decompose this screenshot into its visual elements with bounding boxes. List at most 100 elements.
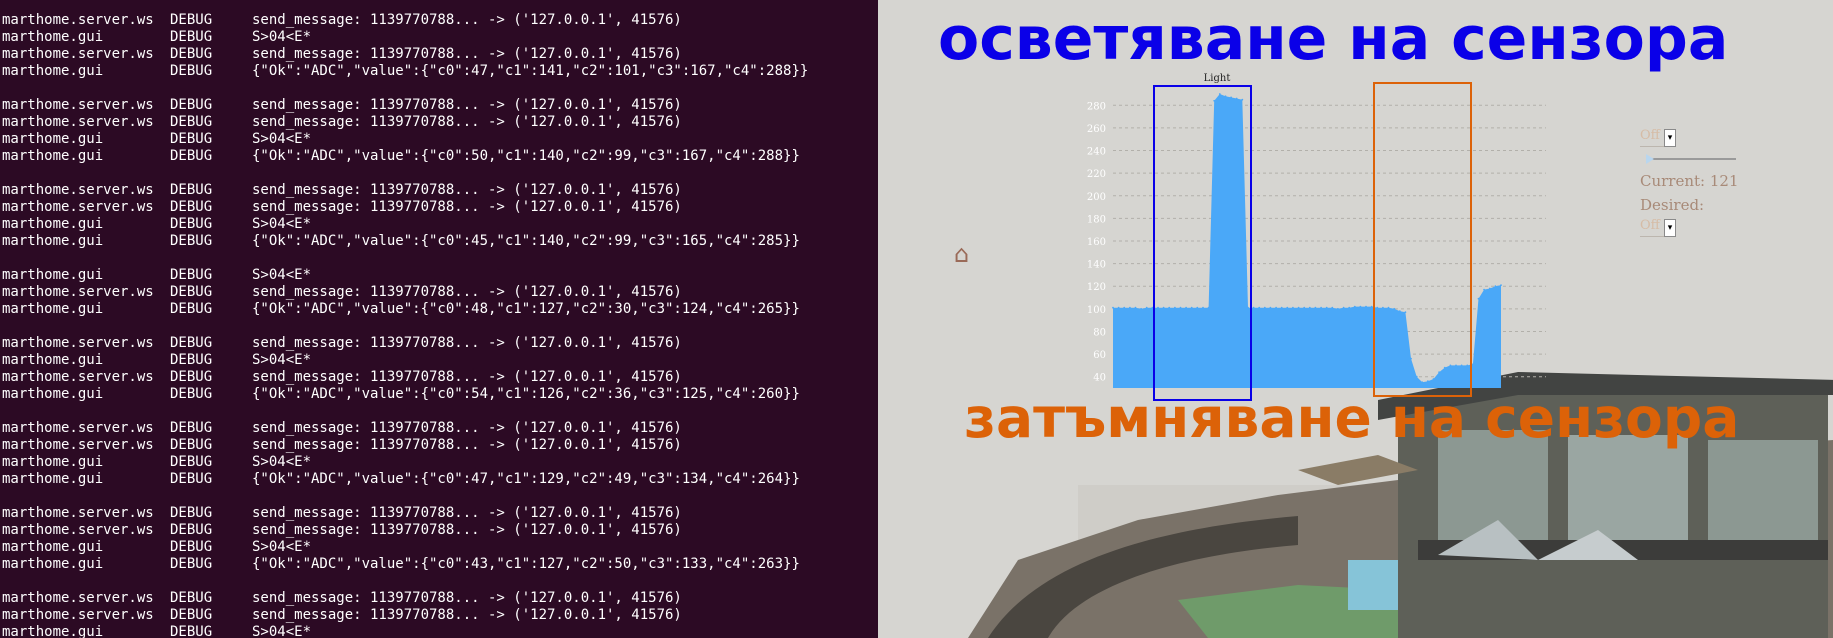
y-tick-label: 140 xyxy=(1087,260,1106,271)
y-tick-label: 60 xyxy=(1093,350,1106,361)
data-point xyxy=(1123,306,1126,309)
log-source: marthome.server.ws xyxy=(2,522,154,538)
data-point xyxy=(1129,306,1131,309)
data-point xyxy=(1325,306,1328,309)
log-level: DEBUG xyxy=(170,437,213,453)
annotation-illuminate-sensor: осветяване на сензора xyxy=(938,4,1729,74)
log-level: DEBUG xyxy=(170,522,213,538)
data-point xyxy=(1145,306,1148,309)
data-point xyxy=(1151,306,1154,309)
log-source: marthome.gui xyxy=(2,556,104,572)
data-point xyxy=(1292,306,1294,309)
data-point xyxy=(1410,357,1412,360)
log-message: send_message: 1139770788... -> ('127.0.0… xyxy=(252,522,682,538)
data-point xyxy=(1460,364,1463,367)
data-point xyxy=(1162,306,1165,309)
darken-highlight-box xyxy=(1373,82,1472,397)
y-tick-label: 80 xyxy=(1093,327,1106,338)
data-point xyxy=(1190,306,1193,309)
log-message: S>04<E* xyxy=(252,454,312,470)
data-point xyxy=(1168,306,1171,309)
log-source: marthome.gui xyxy=(2,148,104,164)
log-source: marthome.server.ws xyxy=(2,335,154,351)
data-point xyxy=(1353,305,1356,308)
data-point xyxy=(1117,306,1120,309)
log-level: DEBUG xyxy=(170,97,213,113)
data-point xyxy=(1415,375,1418,378)
log-level: DEBUG xyxy=(170,352,213,368)
log-message: send_message: 1139770788... -> ('127.0.0… xyxy=(252,505,682,521)
log-level: DEBUG xyxy=(170,284,213,300)
data-point xyxy=(1314,306,1317,309)
level-slider[interactable] xyxy=(1646,154,1736,164)
data-point xyxy=(1342,306,1345,309)
log-source: marthome.server.ws xyxy=(2,590,154,606)
y-tick-label: 260 xyxy=(1087,124,1106,135)
home-icon[interactable]: ⌂ xyxy=(954,240,970,268)
data-point xyxy=(1432,378,1435,380)
data-point xyxy=(1427,380,1429,383)
log-level: DEBUG xyxy=(170,301,213,317)
log-source: marthome.server.ws xyxy=(2,12,154,28)
log-message: S>04<E* xyxy=(252,29,312,45)
data-point xyxy=(1241,98,1244,101)
data-point xyxy=(1348,306,1351,309)
data-point xyxy=(1134,306,1137,309)
y-tick-label: 220 xyxy=(1087,169,1106,180)
light-chart: Light 40 60 80 100 120 140 160 180 200 220 240 260 28… xyxy=(1087,73,1546,401)
log-level: DEBUG xyxy=(170,369,213,385)
slider-thumb[interactable] xyxy=(1646,154,1654,164)
data-point xyxy=(1387,306,1390,309)
data-point xyxy=(1449,364,1452,367)
y-tick-label: 120 xyxy=(1087,282,1106,293)
log-source: marthome.gui xyxy=(2,352,104,368)
log-level: DEBUG xyxy=(170,233,213,249)
data-point xyxy=(1376,306,1379,309)
log-level: DEBUG xyxy=(170,131,213,147)
data-point xyxy=(1196,306,1199,309)
data-point xyxy=(1258,306,1261,309)
log-level: DEBUG xyxy=(170,182,213,198)
data-point xyxy=(1207,306,1210,309)
mode-select[interactable]: Off ▾ xyxy=(1640,128,1676,147)
y-tick-label: 40 xyxy=(1093,373,1106,384)
log-message: send_message: 1139770788... -> ('127.0.0… xyxy=(252,114,682,130)
log-source: marthome.server.ws xyxy=(2,607,154,623)
data-point xyxy=(1174,306,1176,309)
log-level: DEBUG xyxy=(170,556,213,572)
annotation-darken-sensor: затъмняване на сензора xyxy=(964,386,1740,450)
log-source: marthome.server.ws xyxy=(2,369,154,385)
log-level: DEBUG xyxy=(170,29,213,45)
log-source: marthome.server.ws xyxy=(2,182,154,198)
y-tick-label: 280 xyxy=(1087,101,1106,112)
log-level: DEBUG xyxy=(170,505,213,521)
data-point xyxy=(1269,306,1272,309)
log-source: marthome.server.ws xyxy=(2,46,154,62)
log-level: DEBUG xyxy=(170,335,213,351)
data-point xyxy=(1337,307,1339,310)
data-point xyxy=(1297,306,1300,309)
data-point xyxy=(1477,297,1480,300)
data-point xyxy=(1185,306,1187,309)
data-point xyxy=(1275,306,1277,309)
log-message: {"Ok":"ADC","value":{"c0":43,"c1":127,"c… xyxy=(252,556,800,572)
data-point xyxy=(1308,306,1311,309)
y-tick-label: 100 xyxy=(1087,305,1106,316)
log-message: send_message: 1139770788... -> ('127.0.0… xyxy=(252,420,682,436)
log-source: marthome.gui xyxy=(2,454,104,470)
log-message: S>04<E* xyxy=(252,216,312,232)
house-render-background xyxy=(878,0,1833,638)
log-message: {"Ok":"ADC","value":{"c0":47,"c1":141,"c… xyxy=(252,63,809,79)
log-level: DEBUG xyxy=(170,624,213,638)
chart-title: Light xyxy=(1204,73,1231,84)
data-point xyxy=(1235,97,1238,100)
log-message: {"Ok":"ADC","value":{"c0":45,"c1":140,"c… xyxy=(252,233,800,249)
data-point xyxy=(1303,306,1306,309)
desired-select[interactable]: Off ▾ xyxy=(1640,218,1676,237)
data-point xyxy=(1179,306,1182,309)
y-tick-label: 200 xyxy=(1087,192,1106,203)
log-source: marthome.gui xyxy=(2,301,104,317)
data-point xyxy=(1370,305,1373,308)
log-message: send_message: 1139770788... -> ('127.0.0… xyxy=(252,97,682,113)
log-level: DEBUG xyxy=(170,12,213,28)
